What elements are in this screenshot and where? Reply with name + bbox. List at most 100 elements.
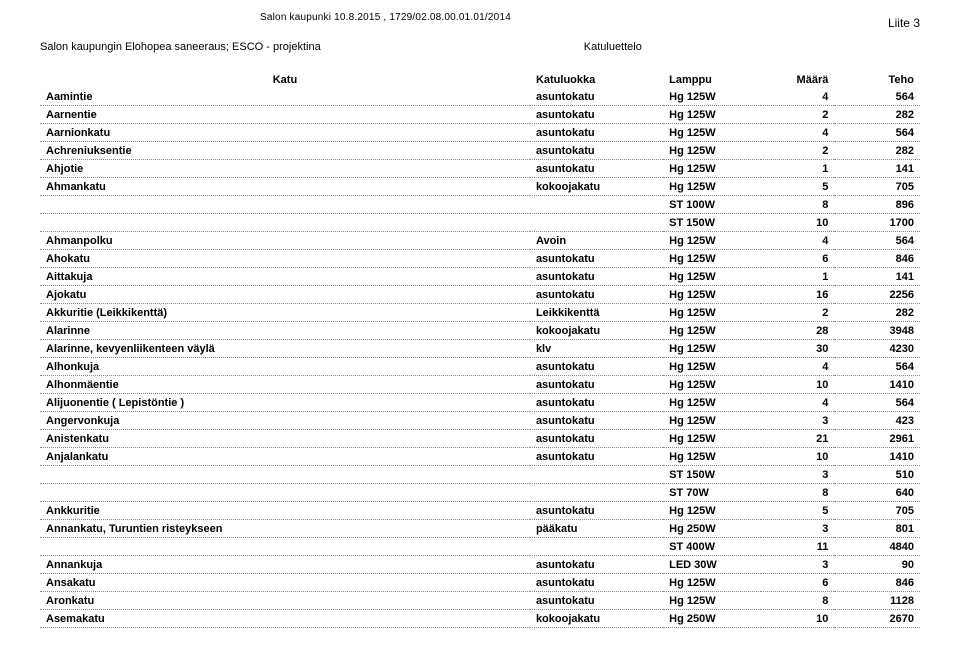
cell-teho: 564 <box>834 232 920 250</box>
cell-luokka <box>530 214 663 232</box>
table-row: AlhonkujaasuntokatuHg 125W4564 <box>40 358 920 376</box>
cell-teho: 1700 <box>834 214 920 232</box>
cell-luokka <box>530 466 663 484</box>
cell-lamppu: ST 400W <box>663 538 761 556</box>
cell-lamppu: ST 150W <box>663 466 761 484</box>
cell-maara: 4 <box>761 88 835 106</box>
table-row: Akkuritie (Leikkikenttä)LeikkikenttäHg 1… <box>40 304 920 322</box>
cell-teho: 1410 <box>834 448 920 466</box>
cell-katu: Alarinne, kevyenliikenteen väylä <box>40 340 530 358</box>
table-row: AhjotieasuntokatuHg 125W1141 <box>40 160 920 178</box>
cell-maara: 2 <box>761 142 835 160</box>
cell-luokka: Leikkikenttä <box>530 304 663 322</box>
cell-katu: Ansakatu <box>40 574 530 592</box>
cell-teho: 2256 <box>834 286 920 304</box>
table-row: AnkkuritieasuntokatuHg 125W5705 <box>40 502 920 520</box>
cell-teho: 1128 <box>834 592 920 610</box>
table-header-row: Katu Katuluokka Lamppu Määrä Teho <box>40 71 920 88</box>
cell-luokka <box>530 538 663 556</box>
cell-lamppu: Hg 125W <box>663 340 761 358</box>
cell-lamppu: Hg 125W <box>663 376 761 394</box>
cell-luokka: kokoojakatu <box>530 178 663 196</box>
table-row: AhmanpolkuAvoinHg 125W4564 <box>40 232 920 250</box>
cell-maara: 2 <box>761 304 835 322</box>
cell-katu: Annankatu, Turuntien risteykseen <box>40 520 530 538</box>
cell-lamppu: Hg 125W <box>663 160 761 178</box>
cell-lamppu: Hg 125W <box>663 502 761 520</box>
cell-lamppu: Hg 125W <box>663 286 761 304</box>
table-row: AhmankatukokoojakatuHg 125W5705 <box>40 178 920 196</box>
cell-lamppu: Hg 125W <box>663 142 761 160</box>
table-row: ST 400W114840 <box>40 538 920 556</box>
cell-luokka: asuntokatu <box>530 448 663 466</box>
cell-luokka: asuntokatu <box>530 358 663 376</box>
cell-lamppu: Hg 125W <box>663 232 761 250</box>
cell-maara: 11 <box>761 538 835 556</box>
cell-teho: 2961 <box>834 430 920 448</box>
cell-maara: 3 <box>761 556 835 574</box>
cell-katu: Ahokatu <box>40 250 530 268</box>
cell-luokka: asuntokatu <box>530 592 663 610</box>
subtitle-left: Salon kaupungin Elohopea saneeraus; ESCO… <box>40 41 321 53</box>
cell-luokka: asuntokatu <box>530 412 663 430</box>
cell-teho: 1410 <box>834 376 920 394</box>
table-row: Alijuonentie ( Lepistöntie )asuntokatuHg… <box>40 394 920 412</box>
cell-luokka: pääkatu <box>530 520 663 538</box>
table-row: AittakujaasuntokatuHg 125W1141 <box>40 268 920 286</box>
cell-katu: Asemakatu <box>40 610 530 628</box>
cell-teho: 801 <box>834 520 920 538</box>
cell-luokka: asuntokatu <box>530 376 663 394</box>
cell-katu: Akkuritie (Leikkikenttä) <box>40 304 530 322</box>
cell-katu: Ajokatu <box>40 286 530 304</box>
cell-teho: 4840 <box>834 538 920 556</box>
cell-katu: Anjalankatu <box>40 448 530 466</box>
table-row: AlarinnekokoojakatuHg 125W283948 <box>40 322 920 340</box>
cell-lamppu: ST 70W <box>663 484 761 502</box>
cell-lamppu: LED 30W <box>663 556 761 574</box>
cell-katu: Ankkuritie <box>40 502 530 520</box>
col-lamppu: Lamppu <box>663 71 761 88</box>
cell-luokka: asuntokatu <box>530 574 663 592</box>
cell-luokka: asuntokatu <box>530 502 663 520</box>
cell-katu <box>40 484 530 502</box>
cell-katu <box>40 196 530 214</box>
cell-luokka: Avoin <box>530 232 663 250</box>
cell-katu: Alhonmäentie <box>40 376 530 394</box>
cell-maara: 5 <box>761 502 835 520</box>
table-row: AnsakatuasuntokatuHg 125W6846 <box>40 574 920 592</box>
cell-luokka <box>530 484 663 502</box>
cell-maara: 6 <box>761 574 835 592</box>
cell-luokka: asuntokatu <box>530 142 663 160</box>
cell-luokka: klv <box>530 340 663 358</box>
cell-teho: 510 <box>834 466 920 484</box>
cell-teho: 4230 <box>834 340 920 358</box>
cell-maara: 1 <box>761 268 835 286</box>
table-row: ST 100W8896 <box>40 196 920 214</box>
cell-katu: Ahmanpolku <box>40 232 530 250</box>
cell-katu: Aittakuja <box>40 268 530 286</box>
cell-teho: 3948 <box>834 322 920 340</box>
cell-luokka: kokoojakatu <box>530 322 663 340</box>
cell-katu: Aarnentie <box>40 106 530 124</box>
liite-label: Liite 3 <box>888 16 920 30</box>
cell-teho: 705 <box>834 178 920 196</box>
cell-luokka: asuntokatu <box>530 160 663 178</box>
cell-katu: Annankuja <box>40 556 530 574</box>
table-row: ST 150W3510 <box>40 466 920 484</box>
cell-teho: 2670 <box>834 610 920 628</box>
cell-lamppu: Hg 125W <box>663 88 761 106</box>
cell-teho: 564 <box>834 394 920 412</box>
cell-teho: 640 <box>834 484 920 502</box>
col-teho: Teho <box>834 71 920 88</box>
header-top-line: Salon kaupunki 10.8.2015 , 1729/02.08.00… <box>260 12 920 23</box>
cell-teho: 282 <box>834 142 920 160</box>
cell-katu: Alijuonentie ( Lepistöntie ) <box>40 394 530 412</box>
cell-maara: 10 <box>761 448 835 466</box>
cell-lamppu: Hg 125W <box>663 430 761 448</box>
table-row: AnnankujaasuntokatuLED 30W390 <box>40 556 920 574</box>
cell-maara: 30 <box>761 340 835 358</box>
table-row: AarnionkatuasuntokatuHg 125W4564 <box>40 124 920 142</box>
table-row: Alarinne, kevyenliikenteen väyläklvHg 12… <box>40 340 920 358</box>
cell-katu <box>40 538 530 556</box>
cell-lamppu: Hg 125W <box>663 322 761 340</box>
